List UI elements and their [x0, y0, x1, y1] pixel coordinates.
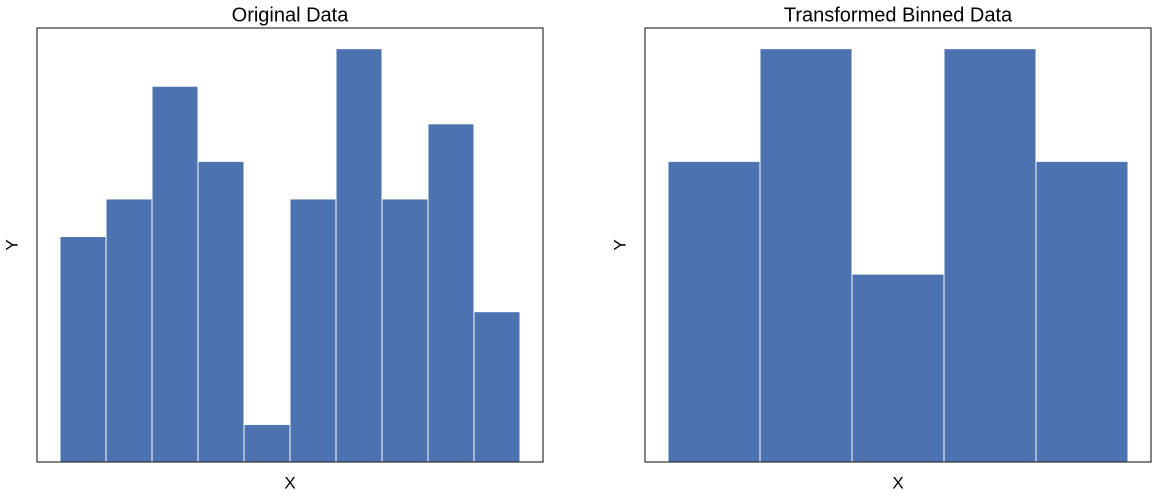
- chart-title: Original Data: [232, 4, 350, 26]
- bar: [59, 236, 107, 463]
- bar: [667, 160, 761, 463]
- axes-frame: [644, 27, 1152, 463]
- bar: [473, 311, 521, 463]
- bar: [381, 198, 429, 463]
- bar: [335, 48, 383, 463]
- bar: [151, 85, 199, 463]
- bar: [243, 423, 291, 463]
- chart-title: Transformed Binned Data: [784, 4, 1013, 26]
- bar: [289, 198, 337, 463]
- axes-frame: [36, 27, 544, 463]
- y-axis-label: Y: [610, 239, 629, 250]
- bar: [851, 273, 945, 463]
- bar: [943, 48, 1037, 463]
- bar: [197, 160, 245, 463]
- bar: [105, 198, 153, 463]
- y-axis-label: Y: [2, 239, 21, 250]
- bar: [759, 48, 853, 463]
- bar: [1035, 160, 1129, 463]
- x-axis-label: X: [284, 473, 295, 492]
- bar: [427, 123, 475, 463]
- x-axis-label: X: [892, 473, 903, 492]
